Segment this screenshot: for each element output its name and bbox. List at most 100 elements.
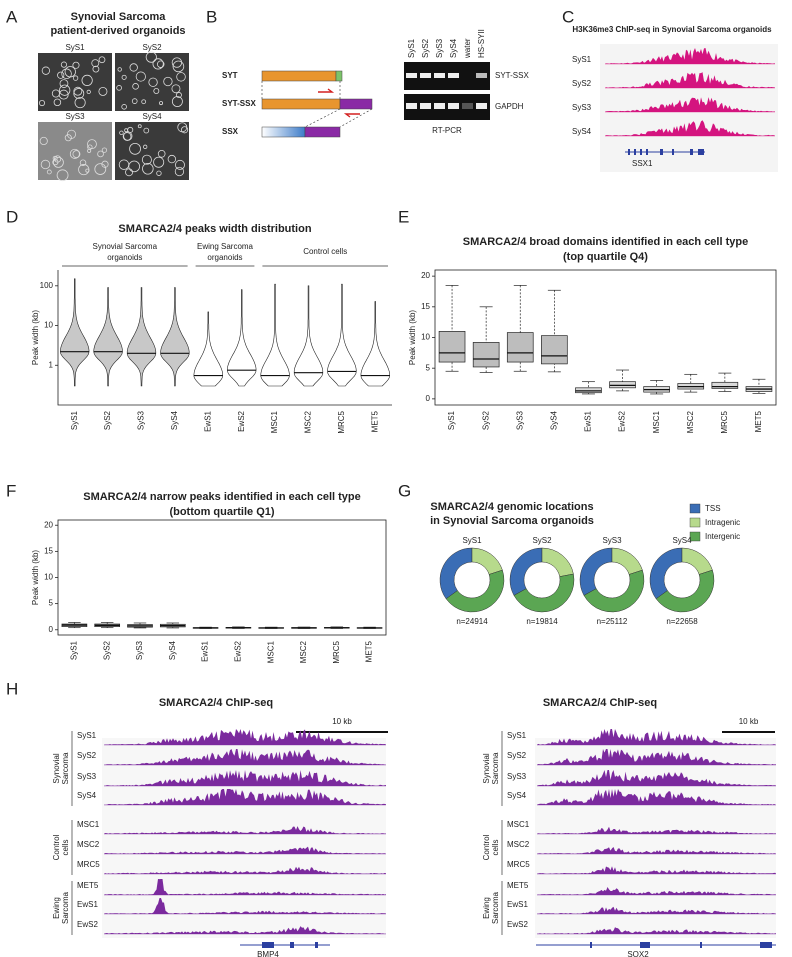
band-label: GAPDH (495, 102, 524, 111)
track-label: MSC1 (77, 820, 100, 829)
panel-label: H (6, 679, 18, 698)
violin (260, 283, 290, 387)
organoid (38, 99, 46, 107)
organoid (72, 61, 80, 69)
scale-label: 10 kb (332, 717, 352, 726)
track-label: SyS1 (507, 731, 527, 740)
organoid (56, 169, 69, 182)
fusion-syt (261, 98, 341, 110)
x-tick-label: EwS2 (237, 410, 246, 431)
plot-frame (57, 519, 387, 636)
x-tick-label: SyS1 (70, 640, 79, 660)
group-label: Ewing (482, 897, 491, 919)
x-tick-label: SyS2 (481, 410, 490, 430)
chart-title: SMARCA2/4 peaks width distribution (118, 223, 311, 235)
legend-swatch (689, 531, 701, 542)
gel (404, 94, 490, 120)
x-tick-label: SyS4 (170, 410, 179, 430)
track-label: MET5 (77, 881, 99, 890)
donut-label: SyS4 (672, 536, 692, 545)
organoid (137, 124, 142, 129)
x-tick-label: SyS1 (70, 410, 79, 430)
signal-track (104, 789, 386, 805)
organoid (98, 86, 108, 96)
legend-label: TSS (705, 504, 721, 513)
signal-track (104, 846, 386, 854)
x-tick-label: MSC2 (686, 410, 695, 433)
signal-track (537, 906, 776, 914)
track-label: MRC5 (507, 860, 530, 869)
organoid (52, 155, 58, 161)
organoid (40, 159, 51, 170)
organoid (53, 155, 62, 163)
organoid (64, 134, 72, 142)
signal-track (104, 866, 386, 874)
group-label: Sarcoma (491, 891, 500, 924)
organoid (141, 99, 147, 105)
x-tick-label: SyS3 (515, 410, 524, 430)
organoid (175, 159, 185, 170)
y-tick-label: 5 (426, 363, 431, 372)
organoid (143, 127, 150, 134)
group-label: Sarcoma (491, 752, 500, 785)
exon (634, 149, 636, 155)
organoid (171, 96, 183, 107)
organoid (79, 159, 87, 166)
track-label: SyS3 (77, 772, 97, 781)
x-tick-label: EwS2 (234, 640, 243, 661)
signal-track (104, 749, 386, 765)
x-tick-label: MRC5 (337, 410, 346, 433)
x-tick-label: EwS1 (201, 640, 210, 661)
ssx-bar (261, 126, 306, 138)
violin (160, 287, 190, 387)
signal-track (104, 879, 386, 895)
panel-title: SMARCA2/4 ChIP-seq (543, 697, 657, 709)
gel-band (420, 73, 431, 78)
x-tick-label: MSC1 (266, 640, 275, 663)
donut-segment (471, 547, 503, 575)
panel-label: A (6, 7, 18, 26)
panel-label: B (206, 7, 217, 26)
organoid (153, 88, 160, 94)
violin (226, 289, 257, 387)
group-label: cells (61, 839, 70, 855)
gel-caption: RT-PCR (432, 126, 462, 135)
chart-title: (bottom quartile Q1) (169, 506, 274, 518)
organoid (61, 68, 72, 80)
organoid (59, 84, 71, 96)
organoid (181, 126, 189, 134)
y-axis-label: Peak width (kb) (408, 310, 417, 365)
group-label: cells (491, 839, 500, 855)
organoid (72, 75, 79, 81)
organoid (119, 130, 124, 136)
organoid (117, 67, 122, 72)
exon (690, 149, 693, 155)
signal-track (537, 847, 776, 854)
x-tick-label: MSC1 (270, 410, 279, 433)
x-tick-label: EwS1 (203, 410, 212, 431)
organoid (145, 51, 157, 63)
organoid (167, 154, 177, 164)
dashed-link (339, 108, 373, 128)
organoid (81, 74, 93, 86)
chart-title: SMARCA2/4 broad domains identified in ea… (463, 236, 748, 248)
organoid (143, 144, 148, 149)
x-tick-label: SyS4 (168, 640, 177, 660)
organoid (148, 77, 158, 87)
violin (360, 301, 391, 387)
gel (404, 62, 490, 90)
x-tick-label: SyS4 (549, 410, 558, 430)
organoid (87, 139, 97, 150)
organoid (125, 168, 133, 177)
y-tick-label: 1 (49, 360, 54, 369)
x-tick-label: MRC5 (332, 640, 341, 663)
organoid (129, 142, 141, 155)
lane-label: water (463, 38, 472, 59)
panel-label: D (6, 207, 18, 226)
organoid (156, 170, 162, 176)
gel-band (434, 103, 445, 109)
organoid (46, 169, 52, 175)
organoid (129, 63, 138, 72)
violin (327, 283, 357, 387)
